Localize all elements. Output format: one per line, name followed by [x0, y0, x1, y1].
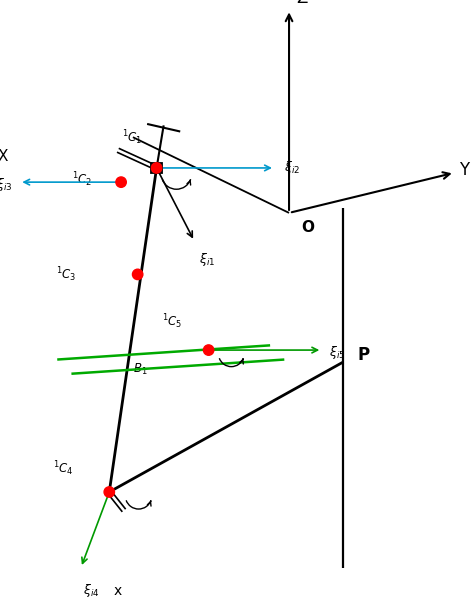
- Text: P: P: [358, 346, 370, 364]
- Bar: [151, 163, 162, 173]
- Text: Z: Z: [296, 0, 308, 7]
- Text: $\xi_{i1}$: $\xi_{i1}$: [199, 251, 215, 268]
- Circle shape: [132, 269, 143, 280]
- Text: $^1C_4$: $^1C_4$: [53, 459, 74, 478]
- Text: $\xi_{i5}$: $\xi_{i5}$: [329, 344, 346, 361]
- Circle shape: [203, 345, 214, 355]
- Text: $^1C_1$: $^1C_1$: [122, 128, 142, 146]
- Text: $^1C_2$: $^1C_2$: [73, 170, 93, 189]
- Circle shape: [116, 177, 126, 188]
- Text: $\xi_{i2}$: $\xi_{i2}$: [284, 159, 301, 177]
- Text: $\xi_{i4}$: $\xi_{i4}$: [83, 582, 100, 599]
- Text: $\xi_{i3}$: $\xi_{i3}$: [0, 176, 12, 193]
- Text: $B_1$: $B_1$: [133, 362, 147, 376]
- Text: X: X: [0, 149, 8, 164]
- Circle shape: [151, 163, 162, 173]
- Text: x: x: [114, 584, 122, 598]
- Circle shape: [104, 487, 115, 497]
- Text: Y: Y: [459, 161, 469, 180]
- Text: $^1C_3$: $^1C_3$: [56, 265, 76, 284]
- Text: $^1C_5$: $^1C_5$: [162, 312, 182, 331]
- Text: O: O: [301, 220, 314, 235]
